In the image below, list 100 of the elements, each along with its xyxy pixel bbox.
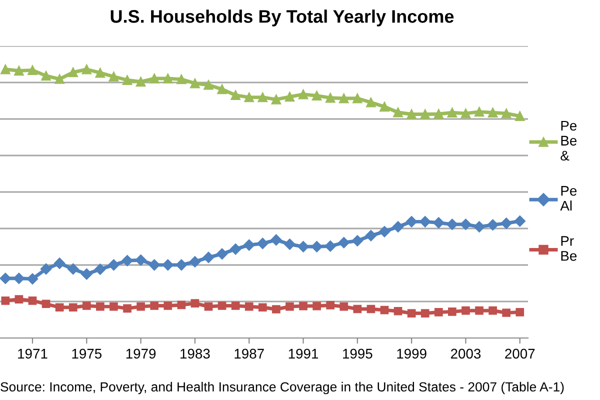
point bbox=[514, 216, 526, 227]
point bbox=[257, 238, 268, 250]
point bbox=[14, 66, 24, 76]
point bbox=[28, 65, 38, 76]
point bbox=[1, 296, 10, 305]
point bbox=[433, 217, 444, 228]
point bbox=[353, 304, 362, 314]
point bbox=[366, 304, 376, 314]
point bbox=[0, 64, 10, 74]
point bbox=[380, 102, 390, 112]
point bbox=[218, 302, 226, 310]
point bbox=[26, 273, 38, 285]
point bbox=[136, 302, 145, 311]
legend-label: Pe Be & bbox=[560, 120, 577, 161]
point bbox=[217, 84, 227, 94]
point bbox=[501, 108, 512, 118]
point bbox=[216, 248, 228, 260]
point bbox=[68, 303, 78, 312]
point bbox=[284, 92, 295, 102]
point bbox=[230, 243, 242, 255]
point bbox=[311, 241, 322, 252]
point bbox=[378, 226, 390, 238]
point bbox=[516, 308, 524, 316]
point bbox=[122, 75, 132, 85]
point bbox=[14, 295, 24, 304]
point bbox=[447, 108, 458, 118]
source-note: Source: Income, Poverty, and Health Insurance Coverage in the United States - 2007 (Table A-1) bbox=[0, 382, 564, 394]
point bbox=[13, 272, 25, 284]
point bbox=[365, 230, 377, 242]
point bbox=[177, 300, 186, 310]
point bbox=[68, 67, 78, 78]
x-tick-label: 1975 bbox=[72, 348, 102, 359]
point bbox=[258, 92, 268, 102]
x-tick-label: 2007 bbox=[505, 348, 535, 359]
point bbox=[420, 309, 430, 318]
point bbox=[406, 216, 418, 228]
point bbox=[54, 74, 64, 84]
point bbox=[189, 256, 201, 268]
point bbox=[164, 302, 172, 310]
point bbox=[244, 239, 255, 251]
point bbox=[122, 255, 133, 266]
point bbox=[81, 268, 92, 280]
point bbox=[324, 240, 336, 252]
point bbox=[270, 234, 282, 246]
point bbox=[163, 74, 173, 84]
point bbox=[68, 263, 79, 275]
point bbox=[502, 308, 511, 317]
point bbox=[94, 264, 106, 275]
point bbox=[298, 89, 308, 100]
x-tick-label: 1999 bbox=[397, 348, 426, 359]
point bbox=[244, 302, 254, 311]
point bbox=[325, 92, 336, 103]
point bbox=[515, 111, 525, 121]
point bbox=[312, 302, 321, 310]
point bbox=[286, 302, 294, 311]
point bbox=[41, 70, 51, 81]
point bbox=[82, 64, 92, 74]
point bbox=[82, 302, 91, 310]
point bbox=[298, 241, 309, 252]
point bbox=[272, 305, 280, 314]
point bbox=[352, 235, 364, 246]
point bbox=[460, 218, 472, 230]
point bbox=[299, 302, 308, 310]
point bbox=[312, 90, 322, 101]
point bbox=[475, 306, 484, 315]
legend-label: Pr Be bbox=[561, 236, 577, 261]
point bbox=[148, 259, 160, 271]
legend-label: Pe Al bbox=[560, 186, 577, 211]
point bbox=[338, 237, 350, 248]
point bbox=[244, 92, 254, 102]
point bbox=[446, 218, 458, 230]
x-tick-label: 1983 bbox=[180, 348, 210, 359]
point bbox=[394, 306, 402, 316]
point bbox=[284, 238, 296, 250]
x-tick-label: 1971 bbox=[18, 348, 48, 359]
point bbox=[149, 74, 160, 84]
x-tick-label: 1979 bbox=[126, 348, 156, 359]
point bbox=[258, 303, 267, 312]
chart-title: U.S. Households By Total Yearly Income bbox=[110, 10, 454, 26]
point bbox=[448, 308, 456, 316]
point bbox=[420, 216, 431, 228]
point bbox=[0, 272, 12, 284]
point bbox=[460, 108, 471, 118]
point bbox=[204, 80, 214, 90]
point bbox=[42, 300, 50, 308]
point bbox=[96, 302, 104, 311]
point bbox=[474, 106, 484, 117]
point bbox=[40, 263, 52, 275]
point bbox=[407, 309, 416, 318]
point bbox=[162, 259, 174, 271]
point bbox=[271, 94, 282, 104]
point bbox=[487, 219, 498, 231]
point bbox=[474, 221, 485, 232]
point bbox=[488, 108, 498, 118]
point bbox=[340, 302, 348, 311]
point bbox=[202, 252, 214, 264]
point bbox=[54, 258, 66, 269]
point bbox=[108, 72, 119, 82]
point bbox=[462, 306, 470, 315]
x-tick-label: 2003 bbox=[450, 348, 481, 359]
